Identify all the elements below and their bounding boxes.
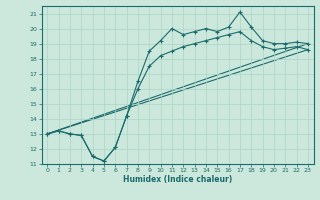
X-axis label: Humidex (Indice chaleur): Humidex (Indice chaleur)	[123, 175, 232, 184]
